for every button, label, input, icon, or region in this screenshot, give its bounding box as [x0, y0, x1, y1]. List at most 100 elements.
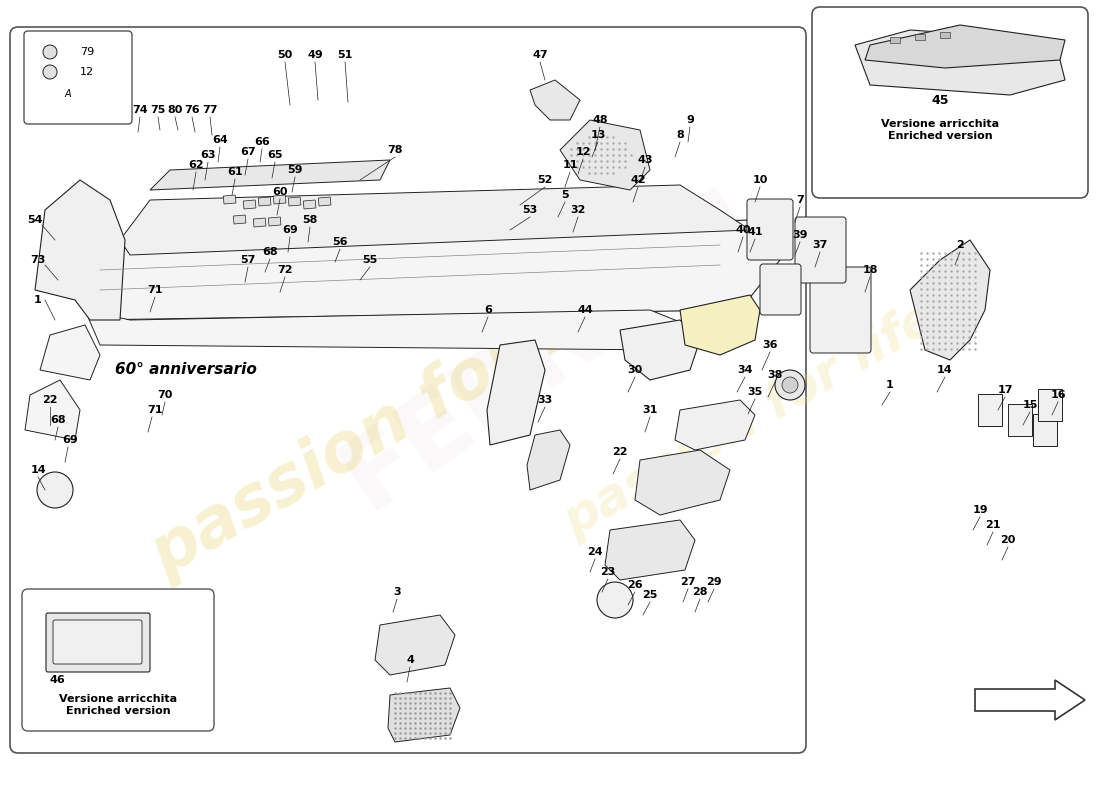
Polygon shape: [375, 615, 455, 675]
Text: 52: 52: [537, 175, 552, 185]
Text: A: A: [65, 89, 72, 99]
FancyBboxPatch shape: [747, 199, 793, 260]
Polygon shape: [680, 295, 760, 355]
Text: 29: 29: [706, 577, 722, 587]
Circle shape: [776, 370, 805, 400]
Text: 22: 22: [42, 395, 57, 405]
Text: 73: 73: [31, 255, 46, 265]
Text: 20: 20: [1000, 535, 1015, 545]
Text: 68: 68: [262, 247, 278, 257]
Bar: [304, 200, 316, 209]
Polygon shape: [25, 380, 80, 440]
Text: 54: 54: [28, 215, 43, 225]
Bar: [1033, 414, 1057, 446]
Text: 78: 78: [387, 145, 403, 155]
Circle shape: [782, 377, 797, 393]
Text: 51: 51: [338, 50, 353, 60]
Polygon shape: [605, 520, 695, 580]
Text: 16: 16: [1050, 390, 1066, 400]
Bar: [1008, 404, 1032, 436]
Text: 4: 4: [406, 655, 414, 665]
FancyBboxPatch shape: [10, 27, 806, 753]
Text: passion for life: passion for life: [140, 251, 660, 589]
Text: 11: 11: [562, 160, 578, 170]
Text: 24: 24: [587, 547, 603, 557]
Polygon shape: [527, 430, 570, 490]
Text: 26: 26: [627, 580, 642, 590]
Text: 36: 36: [762, 340, 778, 350]
Text: Versione arricchita
Enriched version: Versione arricchita Enriched version: [881, 119, 999, 141]
Text: 30: 30: [627, 365, 642, 375]
Text: 2: 2: [956, 240, 964, 250]
Polygon shape: [40, 325, 100, 380]
Text: 12: 12: [575, 147, 591, 157]
Text: 44: 44: [578, 305, 593, 315]
Bar: [940, 32, 950, 38]
Text: 40: 40: [735, 225, 750, 235]
Text: 66: 66: [254, 137, 270, 147]
Text: 6: 6: [484, 305, 492, 315]
Text: 58: 58: [302, 215, 318, 225]
Text: 43: 43: [637, 155, 652, 165]
Text: 1: 1: [34, 295, 42, 305]
Bar: [1038, 389, 1061, 421]
Text: 8: 8: [676, 130, 684, 140]
Text: 41: 41: [747, 227, 762, 237]
Text: 33: 33: [538, 395, 552, 405]
Circle shape: [43, 65, 57, 79]
Text: 37: 37: [812, 240, 827, 250]
Text: 75: 75: [151, 105, 166, 115]
Text: passion for life: passion for life: [556, 294, 945, 546]
FancyBboxPatch shape: [810, 267, 871, 353]
Polygon shape: [865, 25, 1065, 68]
Text: 38: 38: [768, 370, 783, 380]
Text: 7: 7: [796, 195, 804, 205]
Bar: [978, 394, 1002, 426]
Bar: [273, 195, 286, 204]
Bar: [258, 197, 271, 206]
FancyBboxPatch shape: [22, 589, 215, 731]
Text: 46: 46: [50, 675, 66, 685]
Polygon shape: [150, 160, 390, 190]
Text: 23: 23: [601, 567, 616, 577]
Polygon shape: [910, 240, 990, 360]
Text: 64: 64: [212, 135, 228, 145]
Text: 22: 22: [613, 447, 628, 457]
Text: 35: 35: [747, 387, 762, 397]
Bar: [915, 34, 925, 40]
Text: 65: 65: [267, 150, 283, 160]
FancyBboxPatch shape: [760, 264, 801, 315]
Polygon shape: [675, 400, 755, 450]
FancyBboxPatch shape: [24, 31, 132, 124]
Text: 63: 63: [200, 150, 216, 160]
Text: 21: 21: [986, 520, 1001, 530]
Text: 80: 80: [167, 105, 183, 115]
Text: 34: 34: [737, 365, 752, 375]
Text: 19: 19: [972, 505, 988, 515]
Polygon shape: [635, 450, 730, 515]
Text: 1: 1: [887, 380, 894, 390]
Text: 69: 69: [282, 225, 298, 235]
Text: 15: 15: [1022, 400, 1037, 410]
Text: 48: 48: [592, 115, 608, 125]
Polygon shape: [487, 340, 544, 445]
Text: 47: 47: [532, 50, 548, 60]
Text: 31: 31: [642, 405, 658, 415]
Text: 62: 62: [188, 160, 204, 170]
Text: 13: 13: [591, 130, 606, 140]
Text: 39: 39: [792, 230, 807, 240]
Polygon shape: [620, 320, 700, 380]
Text: 18: 18: [862, 265, 878, 275]
Text: 27: 27: [680, 577, 695, 587]
Polygon shape: [35, 180, 125, 320]
Text: 5: 5: [561, 190, 569, 200]
FancyBboxPatch shape: [53, 620, 142, 664]
Text: 69: 69: [62, 435, 78, 445]
Text: 70: 70: [157, 390, 173, 400]
Circle shape: [597, 582, 632, 618]
Polygon shape: [560, 120, 650, 190]
FancyBboxPatch shape: [812, 7, 1088, 198]
Text: 67: 67: [240, 147, 256, 157]
Text: 25: 25: [642, 590, 658, 600]
Bar: [288, 197, 301, 206]
